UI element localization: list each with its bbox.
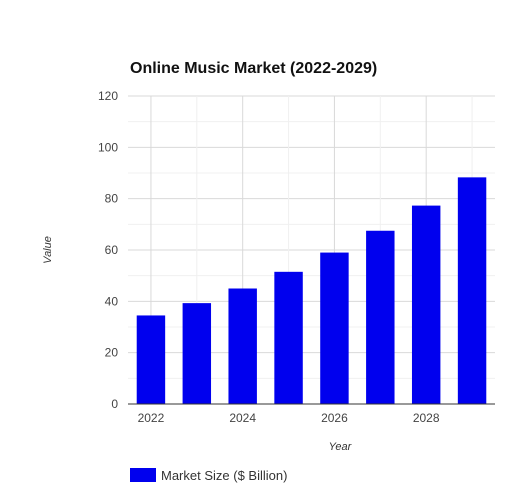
- y-tick-label: 0: [111, 397, 118, 411]
- chart-title: Online Music Market (2022-2029): [130, 60, 377, 77]
- x-tick-label: 2024: [229, 411, 256, 425]
- bars: [136, 177, 487, 404]
- bar-2028: [411, 205, 441, 404]
- x-tick-label: 2022: [138, 411, 165, 425]
- y-tick-label: 60: [105, 243, 119, 257]
- legend-label: Market Size ($ Billion): [161, 468, 287, 483]
- y-tick-label: 20: [105, 346, 119, 360]
- x-tick-label: 2026: [321, 411, 348, 425]
- bar-2029: [457, 177, 487, 404]
- bar-2025: [274, 271, 303, 404]
- bar-2024: [228, 288, 257, 404]
- bar-2023: [182, 303, 212, 404]
- legend: Market Size ($ Billion): [130, 468, 287, 483]
- bar-2026: [320, 252, 349, 404]
- bar-2027: [366, 230, 395, 404]
- y-tick-labels: 0 20 40 60 80 100 120: [98, 89, 118, 411]
- y-axis-title: Value: [42, 236, 54, 264]
- y-tick-label: 120: [98, 89, 118, 103]
- y-tick-label: 100: [98, 140, 118, 154]
- x-axis-title: Year: [329, 441, 353, 453]
- bar-2022: [136, 315, 166, 404]
- y-tick-label: 40: [105, 294, 119, 308]
- legend-swatch: [130, 468, 156, 482]
- x-tick-labels: 2022 2024 2026 2028: [138, 411, 440, 425]
- x-tick-label: 2028: [413, 411, 440, 425]
- y-tick-label: 80: [105, 192, 119, 206]
